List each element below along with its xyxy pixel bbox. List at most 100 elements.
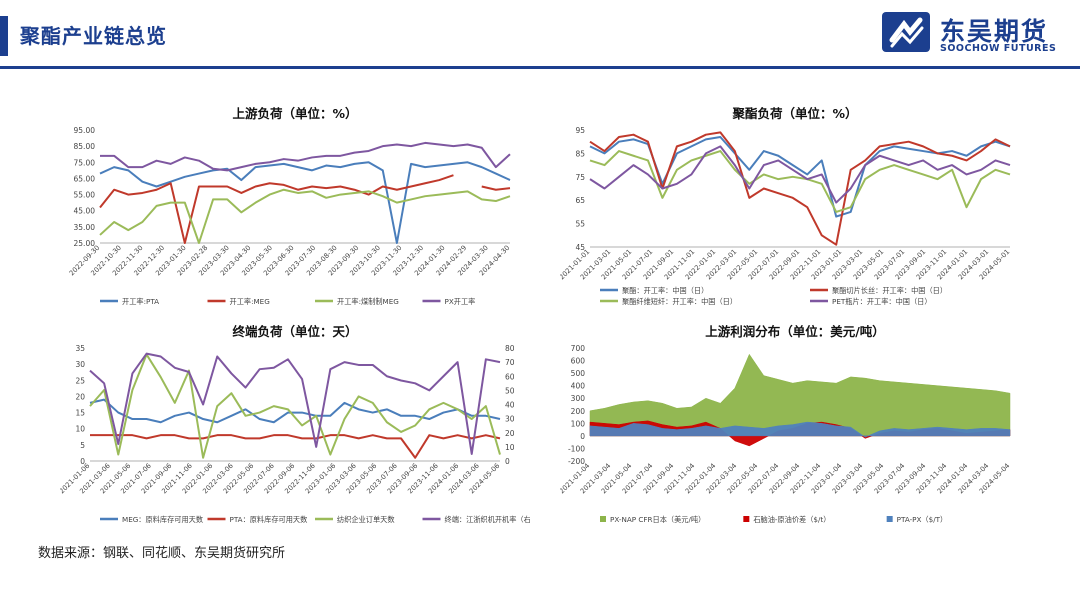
y-tick-label: 300 [571, 394, 586, 403]
y-tick-label: 95.00 [74, 126, 96, 135]
svg-text:聚酯纤维短纤：开工率：中国（日）: 聚酯纤维短纤：开工率：中国（日） [622, 297, 737, 306]
series-line [99, 174, 511, 244]
legend-item: 纺织企业订单天数 [315, 515, 395, 524]
series-line [89, 398, 501, 424]
y-tick-label: 0 [80, 457, 85, 466]
y2-tick-label: 50 [505, 386, 515, 395]
legend-item: PTA-PX（$/T） [886, 515, 948, 524]
legend-item: 终端：江浙织机开机率（右） [422, 515, 531, 524]
y-tick-label: 65 [575, 196, 585, 205]
page-title: 聚酯产业链总览 [20, 24, 167, 48]
series-line [90, 434, 501, 459]
series-line [589, 145, 1011, 204]
page-header: 聚酯产业链总览 东吴期货 SOOCHOW FUTURES [0, 0, 1080, 70]
legend-item: 开工率:PTA [100, 297, 159, 306]
chart-svg: 上游利润分布（单位：美元/吨） -200 -100 0 100 200 300 400 500 6… [560, 324, 1011, 524]
series-line [89, 352, 501, 455]
y-tick-label: 0 [580, 432, 585, 441]
title-accent-bar [0, 16, 8, 56]
chart-svg: 上游负荷（单位：%） 25.00 35.00 45.00 55.00 65.00 75.00… [68, 106, 512, 306]
series-line [100, 141, 511, 172]
y2-tick-label: 20 [505, 429, 515, 438]
y-tick-label: 15 [75, 409, 85, 418]
legend-item: 聚酯：开工率：中国（日） [600, 286, 708, 295]
y2-tick-label: 10 [505, 443, 515, 452]
logo-subtitle: SOOCHOW FUTURES [940, 43, 1057, 54]
y-tick-label: 95 [575, 126, 585, 135]
y2-tick-label: 40 [505, 401, 515, 410]
series-line [89, 353, 501, 459]
svg-text:开工率:MEG: 开工率:MEG [230, 297, 270, 306]
y-tick-label: 30 [75, 360, 85, 369]
y-tick-label: 45 [575, 243, 585, 252]
svg-text:聚酯：开工率：中国（日）: 聚酯：开工率：中国（日） [622, 286, 708, 295]
legend-item: PET瓶片：开工率：中国（日） [810, 297, 932, 306]
chart-polyester-load: 聚酯负荷（单位：%） 45 55 65 75 85 95 2021-01-01 2021-03-… [560, 100, 1030, 315]
y-tick-label: -100 [568, 444, 585, 453]
y-tick-label: 100 [571, 419, 586, 428]
y-tick-label: 200 [571, 407, 586, 416]
y-tick-label: 35 [75, 344, 85, 353]
legend-item: 开工率:煤制制MEG [315, 297, 399, 306]
series-area [589, 421, 1011, 438]
svg-text:聚酯切片长丝：开工率：中国（日）: 聚酯切片长丝：开工率：中国（日） [832, 286, 947, 295]
chart-title: 终端负荷（单位：天） [232, 324, 357, 339]
series-line [589, 150, 1011, 213]
y-tick-label: 85 [575, 149, 585, 158]
series-line [589, 131, 1011, 246]
svg-text:PX开工率: PX开工率 [445, 297, 476, 306]
logo-name: 东吴期货 [940, 17, 1049, 46]
svg-text:PTA-PX（$/T）: PTA-PX（$/T） [897, 515, 948, 524]
y-tick-label: 45.00 [74, 207, 96, 216]
chart-title: 上游利润分布（单位：美元/吨） [705, 324, 885, 339]
y-tick-label: 10 [75, 425, 85, 434]
y2-tick-label: 60 [505, 372, 515, 381]
y-tick-label: 5 [80, 441, 85, 450]
y-tick-label: 85.00 [74, 142, 96, 151]
y-tick-label: 500 [571, 369, 586, 378]
y-tick-label: 400 [571, 382, 586, 391]
series-area [589, 353, 1011, 437]
chart-upstream-profit: 上游利润分布（单位：美元/吨） -200 -100 0 100 200 300 400 500 6… [560, 318, 1030, 533]
legend-item: 聚酯切片长丝：开工率：中国（日） [810, 286, 947, 295]
svg-text:PET瓶片：开工率：中国（日）: PET瓶片：开工率：中国（日） [832, 297, 932, 306]
svg-text:石脑油-原油价差（$/t）: 石脑油-原油价差（$/t） [753, 515, 830, 524]
legend-item: 石脑油-原油价差（$/t） [743, 515, 830, 524]
logo-mark-icon [882, 12, 930, 52]
series-line [99, 161, 511, 244]
y-tick-label: 75.00 [74, 158, 96, 167]
series-line [589, 136, 1011, 218]
y-tick-label: 600 [571, 357, 586, 366]
chart-svg: 终端负荷（单位：天） 0 5 10 15 20 25 30 35 0 10 20 30 40 50 60 70 8… [60, 324, 531, 524]
svg-text:开工率:PTA: 开工率:PTA [122, 297, 159, 306]
y-tick-label: 20 [75, 392, 85, 401]
y2-tick-label: 30 [505, 415, 515, 424]
data-source-note: 数据来源：钢联、同花顺、东吴期货研究所 [38, 546, 286, 561]
company-logo: 东吴期货 SOOCHOW FUTURES [880, 10, 1070, 60]
svg-text:PX-NAP CFR日本（美元/吨）: PX-NAP CFR日本（美元/吨） [610, 515, 705, 524]
y2-tick-label: 0 [505, 457, 510, 466]
y-tick-label: 65.00 [74, 174, 96, 183]
header-rule [0, 66, 1080, 69]
svg-text:MEG：原料库存可用天数: MEG：原料库存可用天数 [122, 515, 203, 524]
legend-item: PX-NAP CFR日本（美元/吨） [600, 515, 705, 524]
y-tick-label: 55 [575, 220, 585, 229]
y2-tick-label: 80 [505, 344, 515, 353]
y-tick-label: 25 [75, 376, 85, 385]
y-tick-label: -200 [568, 457, 585, 466]
svg-text:开工率:煤制制MEG: 开工率:煤制制MEG [337, 297, 399, 306]
series-line [99, 188, 511, 244]
svg-text:PTA：原料库存可用天数: PTA：原料库存可用天数 [230, 515, 308, 524]
legend-item: MEG：原料库存可用天数 [100, 515, 203, 524]
y-tick-label: 55.00 [74, 191, 96, 200]
y-tick-label: 75 [575, 173, 585, 182]
chart-title: 聚酯负荷（单位：%） [731, 106, 857, 121]
y-tick-label: 35.00 [74, 223, 96, 232]
chart-title: 上游负荷（单位：%） [232, 106, 357, 121]
svg-text:终端：江浙织机开机率（右）: 终端：江浙织机开机率（右） [445, 515, 531, 524]
legend-item: 聚酯纤维短纤：开工率：中国（日） [600, 297, 737, 306]
legend-item: PX开工率 [422, 297, 476, 306]
y2-tick-label: 70 [505, 358, 515, 367]
chart-terminal-load: 终端负荷（单位：天） 0 5 10 15 20 25 30 35 0 10 20 30 40 50 60 70 8… [60, 318, 530, 533]
chart-upstream-load: 上游负荷（单位：%） 25.00 35.00 45.00 55.00 65.00 75.00… [60, 100, 530, 315]
